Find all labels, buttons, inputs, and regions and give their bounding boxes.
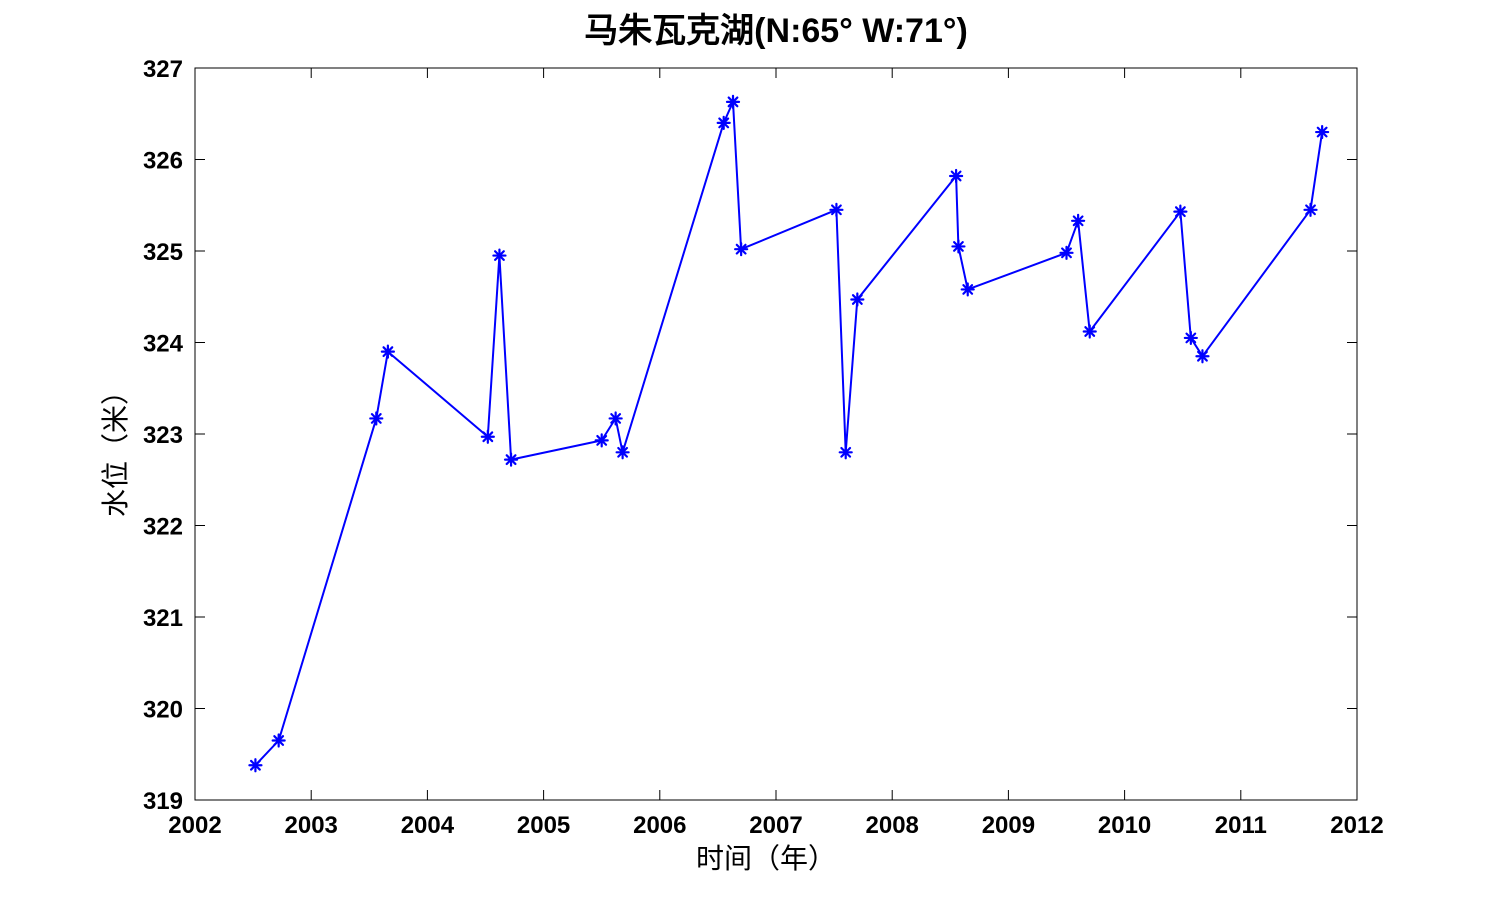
data-point xyxy=(480,429,495,444)
data-point xyxy=(949,168,964,184)
data-point xyxy=(838,445,853,460)
y-tick-label: 327 xyxy=(143,56,183,83)
x-tick-label: 2011 xyxy=(1215,812,1267,839)
y-tick-label: 322 xyxy=(143,514,183,541)
data-point xyxy=(725,94,741,109)
y-axis-label: 水位（米） xyxy=(99,377,132,517)
x-tick-label: 2009 xyxy=(982,812,1035,839)
data-point xyxy=(594,433,609,448)
data-point xyxy=(615,445,630,460)
chart-title: 马朱瓦克湖(N:65° W:71°) xyxy=(584,12,968,50)
data-point xyxy=(1071,213,1086,228)
x-tick-label: 2004 xyxy=(401,812,455,839)
data-point xyxy=(503,452,519,467)
data-point xyxy=(734,242,749,257)
data-point xyxy=(271,733,286,748)
data-point xyxy=(608,411,623,426)
y-tick-label: 319 xyxy=(143,788,183,815)
data-point xyxy=(1303,202,1318,217)
data-point xyxy=(1082,324,1097,339)
y-tick-label: 320 xyxy=(143,697,183,724)
x-tick-label: 2007 xyxy=(749,812,802,839)
x-tick-label: 2008 xyxy=(866,812,919,839)
y-tick-label: 325 xyxy=(143,239,183,266)
data-point xyxy=(1183,330,1198,346)
x-tick-label: 2006 xyxy=(633,812,686,839)
data-point xyxy=(492,248,507,263)
y-tick-label: 324 xyxy=(143,331,184,358)
data-point xyxy=(248,758,263,773)
data-point xyxy=(850,292,865,307)
data-point xyxy=(716,115,731,130)
data-point xyxy=(369,411,384,426)
plot-area: 2002 2003 2004 2005 2006 2007 2008 2009 2010 2011… xyxy=(143,56,1384,839)
data-point xyxy=(829,202,844,217)
x-tick-label: 2002 xyxy=(168,812,221,839)
x-tick-label: 2012 xyxy=(1330,812,1383,839)
x-tick-label: 2003 xyxy=(285,812,338,839)
series-line xyxy=(254,100,1324,766)
x-tick-label: 2010 xyxy=(1098,812,1151,839)
data-point xyxy=(1173,204,1188,219)
data-point xyxy=(1195,349,1210,364)
y-tick-label: 323 xyxy=(143,422,183,449)
axes-box xyxy=(194,67,1358,801)
y-tick-label: 321 xyxy=(143,605,183,632)
data-point xyxy=(1315,124,1330,140)
x-axis-label: 时间（年） xyxy=(696,842,836,875)
data-point xyxy=(960,282,975,297)
data-point xyxy=(380,344,395,359)
data-point xyxy=(1059,245,1074,260)
y-tick-label: 326 xyxy=(143,148,183,175)
x-tick-label: 2005 xyxy=(517,812,570,839)
data-point xyxy=(951,239,966,254)
